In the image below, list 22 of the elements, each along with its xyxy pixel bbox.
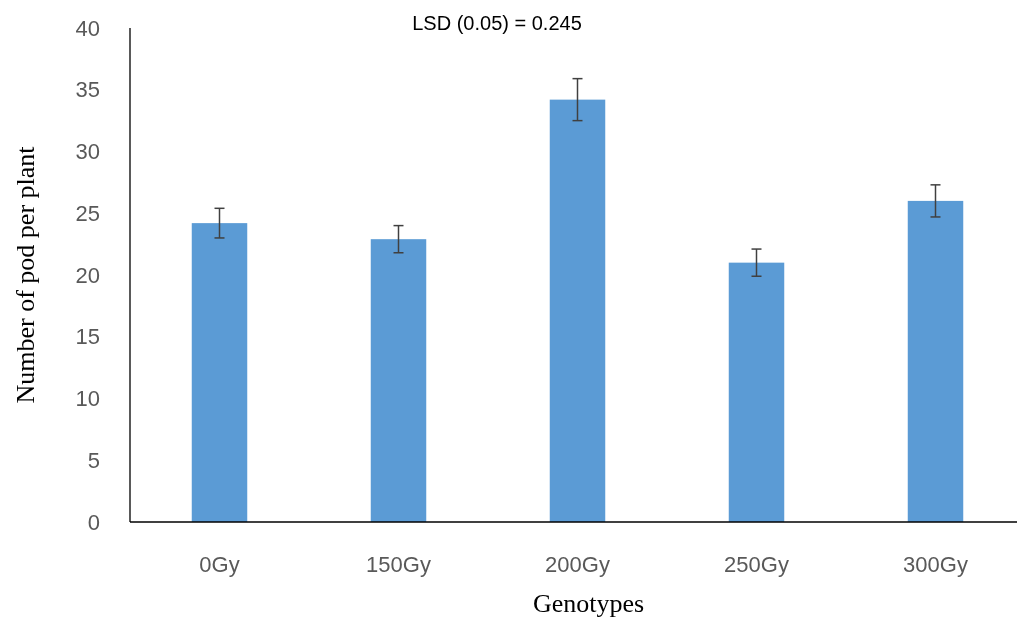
bar [728,262,785,522]
x-tick-label: 250Gy [724,552,789,577]
annotation: LSD (0.05) = 0.245 [412,12,582,34]
y-axis-title: Number of pod per plant [11,145,40,404]
x-tick-label: 200Gy [545,552,610,577]
x-tick-label: 150Gy [366,552,431,577]
y-tick-label: 25 [75,200,100,226]
bar [549,99,606,522]
y-tick-label: 10 [75,386,100,412]
bar [191,223,248,522]
x-axis-title: Genotypes [532,589,645,618]
y-tick-label: 35 [75,77,100,103]
bar [370,239,427,522]
x-tick-label: 300Gy [903,552,968,577]
x-tick-label: 0Gy [199,552,240,577]
y-tick-label: 20 [75,262,100,288]
y-tick-label: 30 [75,139,100,165]
y-tick-label: 40 [75,15,100,41]
y-tick-label: 5 [87,447,100,473]
y-tick-label: 15 [75,324,100,350]
y-tick-label: 0 [87,509,100,535]
bar [907,200,964,522]
